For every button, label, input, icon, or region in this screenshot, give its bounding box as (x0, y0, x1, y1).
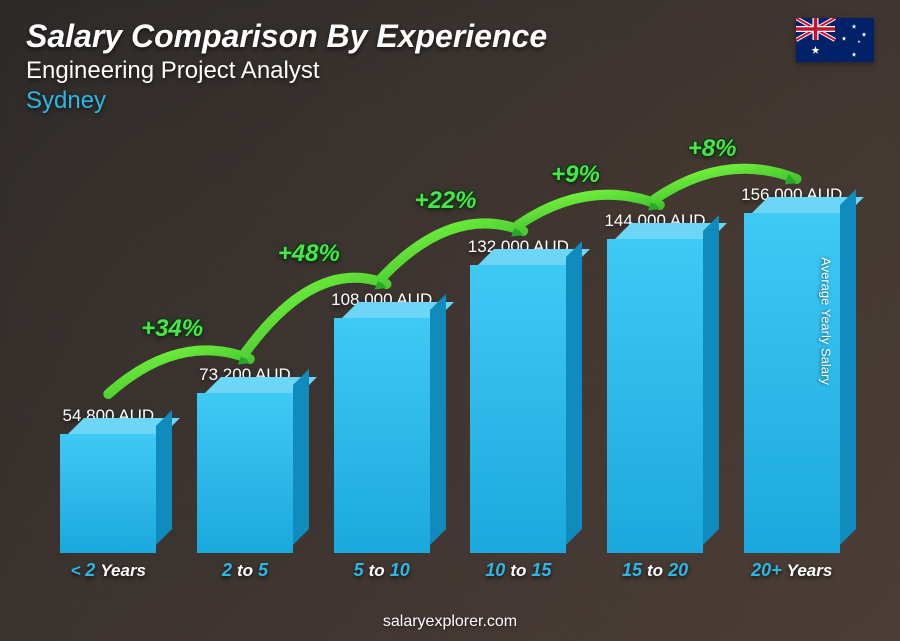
pct-increase-badge: +8% (688, 135, 737, 163)
bar-front-face (470, 265, 566, 553)
bar-side-face (293, 369, 309, 545)
bar-front-face (197, 393, 293, 553)
bar-group: 108,000 AUD (313, 290, 450, 553)
bar-front-face (607, 239, 703, 553)
bar (60, 434, 156, 553)
pct-increase-badge: +22% (414, 187, 476, 215)
bar-group: 73,200 AUD (177, 365, 314, 553)
chart-city: Sydney (26, 87, 547, 115)
x-axis-label: 5 to 10 (313, 560, 450, 581)
bar (607, 239, 703, 553)
chart-subtitle: Engineering Project Analyst (26, 57, 547, 85)
footer-credit: salaryexplorer.com (0, 613, 900, 631)
x-axis-label: 10 to 15 (450, 560, 587, 581)
bar-group: 144,000 AUD (587, 211, 724, 553)
bar-front-face (334, 318, 430, 553)
bar-front-face (60, 434, 156, 553)
pct-increase-badge: +34% (141, 315, 203, 343)
title-block: Salary Comparison By Experience Engineer… (26, 18, 547, 115)
x-axis-label: 2 to 5 (177, 560, 314, 581)
bar-side-face (430, 294, 446, 545)
bar (470, 265, 566, 553)
bar-side-face (703, 215, 719, 545)
pct-increase-text: +9% (551, 161, 600, 189)
bars-container: 54,800 AUD73,200 AUD108,000 AUD132,000 A… (40, 173, 860, 553)
x-axis-label: 20+ Years (723, 560, 860, 581)
chart-title: Salary Comparison By Experience (26, 18, 547, 55)
bar (334, 318, 430, 553)
flag-icon (796, 18, 874, 62)
pct-increase-text: +34% (141, 315, 203, 343)
bar-group: 132,000 AUD (450, 237, 587, 553)
x-axis-label: < 2 Years (40, 560, 177, 581)
pct-increase-badge: +48% (278, 240, 340, 268)
header: Salary Comparison By Experience Engineer… (26, 18, 874, 115)
y-axis-label: Average Yearly Salary (819, 257, 834, 385)
pct-increase-text: +8% (688, 135, 737, 163)
bar-group: 156,000 AUD (723, 185, 860, 553)
pct-increase-badge: +9% (551, 161, 600, 189)
x-axis-labels: < 2 Years2 to 55 to 1010 to 1515 to 2020… (40, 560, 860, 581)
bar-side-face (156, 410, 172, 545)
x-axis-label: 15 to 20 (587, 560, 724, 581)
pct-increase-text: +48% (278, 240, 340, 268)
bar-group: 54,800 AUD (40, 406, 177, 553)
bar-chart: 54,800 AUD73,200 AUD108,000 AUD132,000 A… (40, 140, 860, 581)
bar-side-face (840, 189, 856, 545)
bar (197, 393, 293, 553)
pct-increase-text: +22% (414, 187, 476, 215)
bar-side-face (566, 241, 582, 545)
